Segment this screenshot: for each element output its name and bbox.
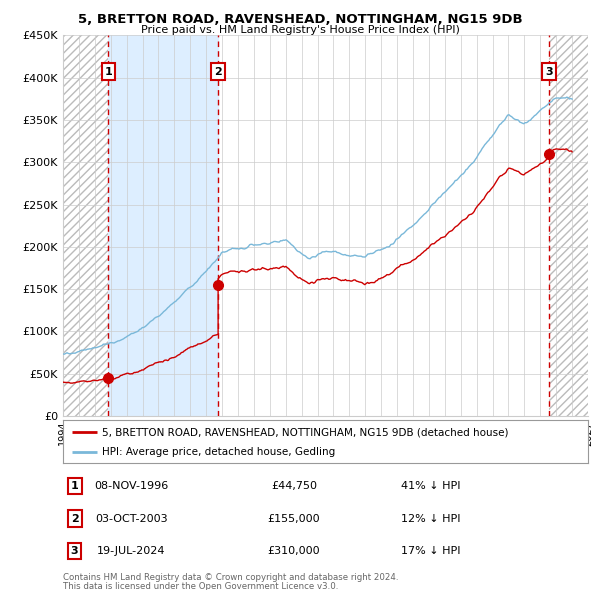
Text: HPI: Average price, detached house, Gedling: HPI: Average price, detached house, Gedl… [103,447,335,457]
Text: £155,000: £155,000 [268,514,320,523]
Text: Price paid vs. HM Land Registry's House Price Index (HPI): Price paid vs. HM Land Registry's House … [140,25,460,35]
Text: 19-JUL-2024: 19-JUL-2024 [97,546,166,556]
Text: 12% ↓ HPI: 12% ↓ HPI [401,514,460,523]
Text: 03-OCT-2003: 03-OCT-2003 [95,514,167,523]
Text: 1: 1 [104,67,112,77]
Text: 41% ↓ HPI: 41% ↓ HPI [401,481,460,491]
Text: Contains HM Land Registry data © Crown copyright and database right 2024.: Contains HM Land Registry data © Crown c… [63,573,398,582]
Text: This data is licensed under the Open Government Licence v3.0.: This data is licensed under the Open Gov… [63,582,338,590]
Text: 5, BRETTON ROAD, RAVENSHEAD, NOTTINGHAM, NG15 9DB (detached house): 5, BRETTON ROAD, RAVENSHEAD, NOTTINGHAM,… [103,427,509,437]
Text: 17% ↓ HPI: 17% ↓ HPI [401,546,460,556]
Text: 08-NOV-1996: 08-NOV-1996 [94,481,169,491]
Text: 2: 2 [214,67,222,77]
Text: 3: 3 [545,67,553,77]
Text: 2: 2 [71,514,79,523]
Bar [109,35,218,416]
Text: £310,000: £310,000 [268,546,320,556]
Text: £44,750: £44,750 [271,481,317,491]
Text: 1: 1 [71,481,79,491]
Text: 5, BRETTON ROAD, RAVENSHEAD, NOTTINGHAM, NG15 9DB: 5, BRETTON ROAD, RAVENSHEAD, NOTTINGHAM,… [77,13,523,26]
Text: 3: 3 [71,546,79,556]
